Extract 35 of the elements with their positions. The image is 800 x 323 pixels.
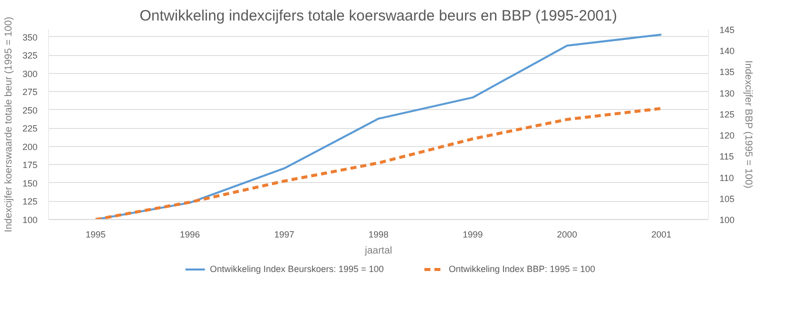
y2-tick-label: 140 (720, 46, 735, 56)
y-tick-label: 275 (22, 87, 38, 98)
x-tick-label: 2000 (557, 230, 578, 240)
y-tick-label: 300 (22, 68, 38, 79)
x-axis-title: jaartal (364, 246, 392, 256)
x-tick-label: 1998 (368, 230, 389, 240)
y2-tick-label: 110 (720, 172, 734, 183)
y-tick-label: 325 (22, 50, 38, 61)
x-tick-label: 1996 (180, 230, 200, 240)
x-tick-label: 1999 (462, 230, 483, 240)
x-tick-label: 1995 (86, 230, 106, 240)
y2-axis-title: Indexcijfer BBP (1995 = 100) (742, 60, 754, 188)
y-tick-label: 125 (22, 196, 38, 207)
y-tick-label: 350 (22, 32, 38, 42)
y2-tick-label: 130 (720, 88, 735, 98)
legend-label: Ontwikkeling Index BBP: 1995 = 100 (448, 264, 596, 274)
x-tick-label: 1997 (274, 230, 294, 240)
y-tick-label: 225 (22, 124, 38, 134)
y2-tick-label: 135 (720, 67, 735, 78)
chart-title: Ontwikkeling indexcijfers totale koerswaarde beurs en BBP (1995-2001) (140, 8, 618, 24)
y2-tick-label: 120 (720, 130, 735, 141)
y-axis-title: Indexcijfer koerswaarde totale beur (1995 = 100) (3, 16, 14, 232)
y-tick-label: 250 (22, 105, 38, 116)
y2-tick-label: 105 (720, 194, 735, 204)
y-tick-label: 175 (22, 160, 38, 170)
y2-tick-label: 115 (720, 152, 734, 162)
legend-label: Ontwikkeling Index Beurskoers: 1995 = 100 (210, 264, 384, 274)
line-series (94, 106, 663, 220)
x-tick-label: 2001 (651, 230, 672, 240)
y2-tick-label: 125 (720, 109, 735, 120)
y2-tick-label: 145 (720, 25, 735, 35)
y-tick-label: 150 (22, 178, 38, 188)
y-tick-label: 100 (22, 215, 38, 225)
y2-tick-label: 100 (720, 215, 735, 225)
y-tick-label: 200 (22, 142, 38, 152)
